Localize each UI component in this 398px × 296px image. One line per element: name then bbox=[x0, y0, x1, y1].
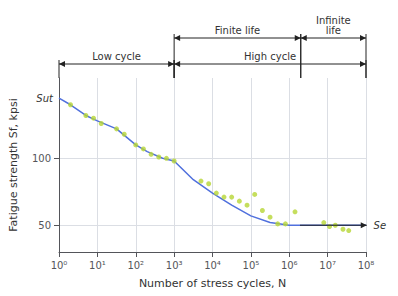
svg-text:10⁴: 10⁴ bbox=[204, 260, 221, 271]
svg-text:10⁶: 10⁶ bbox=[281, 260, 298, 271]
svg-text:Sut: Sut bbox=[36, 93, 54, 104]
svg-text:Infinite: Infinite bbox=[316, 14, 351, 26]
svg-text:Fatigue strength Sf, kpsi: Fatigue strength Sf, kpsi bbox=[7, 98, 20, 231]
svg-text:50: 50 bbox=[38, 220, 51, 231]
svg-text:10⁸: 10⁸ bbox=[358, 260, 375, 271]
svg-text:High cycle: High cycle bbox=[244, 51, 296, 62]
svg-text:10³: 10³ bbox=[166, 260, 183, 271]
svg-text:10²: 10² bbox=[127, 260, 144, 271]
svg-text:10¹: 10¹ bbox=[89, 260, 106, 271]
svg-text:10⁷: 10⁷ bbox=[319, 260, 336, 271]
svg-text:Low cycle: Low cycle bbox=[92, 51, 141, 62]
svg-text:Finite life: Finite life bbox=[215, 25, 260, 36]
svg-text:10⁰: 10⁰ bbox=[51, 260, 68, 271]
svg-text:Se: Se bbox=[374, 220, 387, 231]
svg-text:10⁵: 10⁵ bbox=[243, 260, 260, 271]
svg-text:life: life bbox=[326, 25, 341, 36]
svg-text:100: 100 bbox=[32, 153, 51, 164]
svg-text:Number of stress cycles, N: Number of stress cycles, N bbox=[139, 277, 286, 290]
